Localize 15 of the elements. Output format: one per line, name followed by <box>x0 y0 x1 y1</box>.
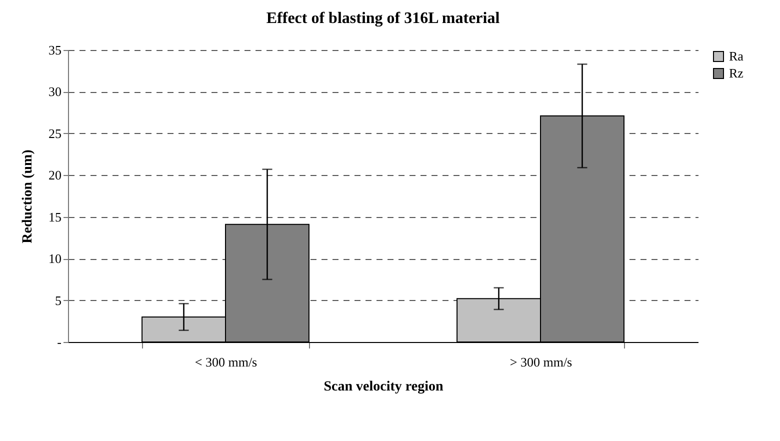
y-tick-label: 15 <box>48 209 62 224</box>
y-tick-label: 30 <box>48 84 62 100</box>
y-tick-label: 5 <box>55 292 62 308</box>
y-tick-label: 25 <box>48 126 62 141</box>
y-tick-label: 10 <box>48 251 62 266</box>
x-tick-label: > 300 mm/s <box>510 354 572 370</box>
legend-label: Ra <box>729 48 744 64</box>
chart-title: Effect of blasting of 316L material <box>266 10 500 27</box>
y-axis-title: Reduction (um) <box>20 149 36 244</box>
legend-label: Rz <box>729 66 744 80</box>
y-tick-label: - <box>57 334 62 350</box>
y-tick-label: 20 <box>48 168 62 183</box>
x-tick-label: < 300 mm/s <box>194 354 258 370</box>
y-tick-label: 35 <box>48 42 62 58</box>
x-axis-title: Scan velocity region <box>324 380 444 394</box>
